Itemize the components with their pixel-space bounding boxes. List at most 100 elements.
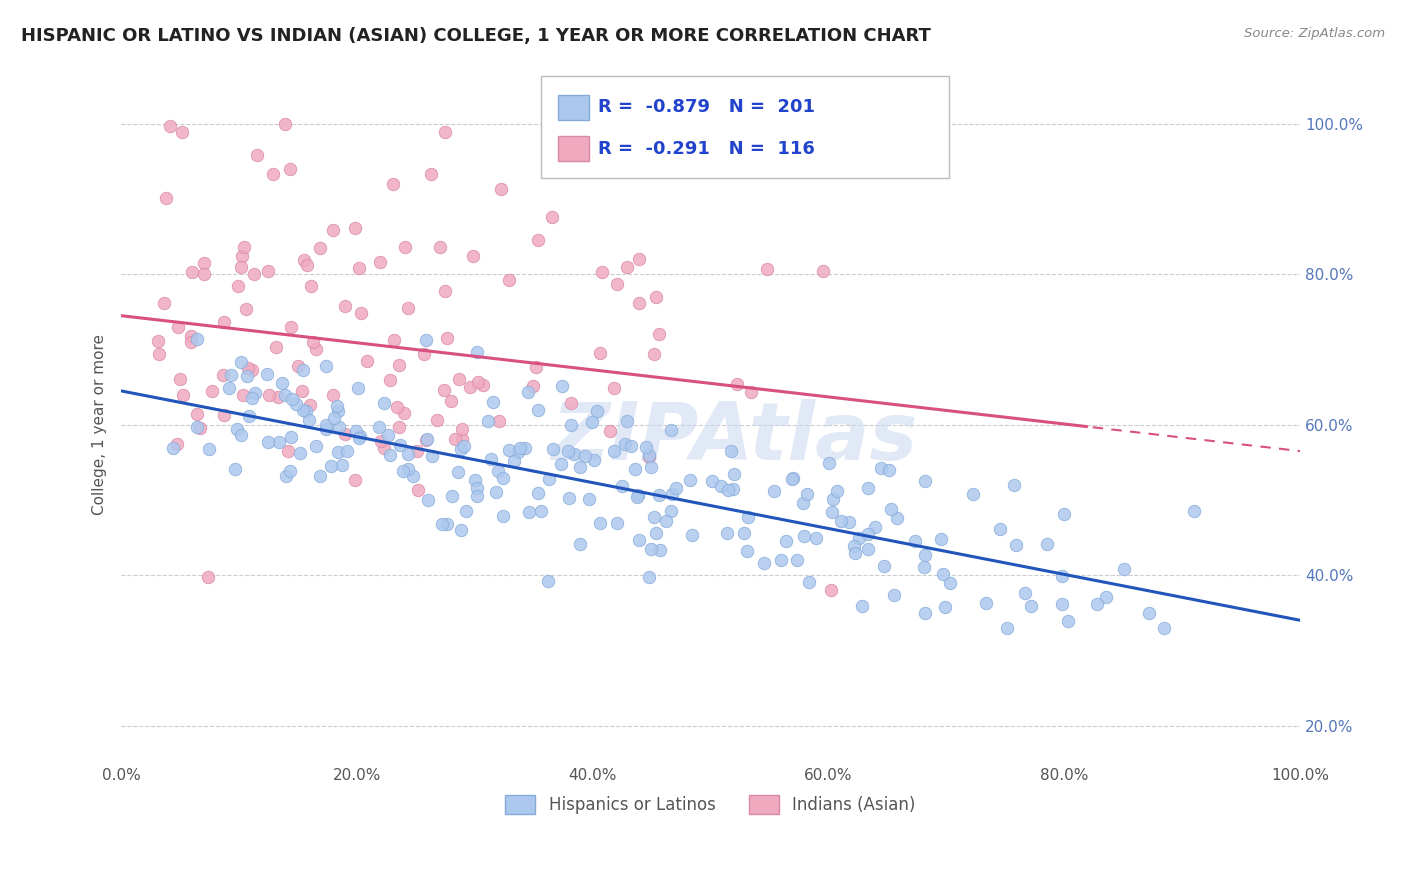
Point bbox=[752, 556, 775, 570]
Point bbox=[648, 327, 671, 342]
Point bbox=[811, 264, 834, 278]
Point bbox=[434, 125, 457, 139]
Point bbox=[256, 367, 278, 381]
Point bbox=[333, 299, 356, 313]
Point bbox=[620, 439, 643, 453]
Point bbox=[1114, 562, 1136, 576]
Point bbox=[661, 487, 683, 501]
Point bbox=[370, 434, 392, 449]
Point bbox=[406, 483, 429, 498]
Point bbox=[550, 457, 572, 471]
Point bbox=[280, 320, 302, 334]
Point bbox=[797, 575, 820, 590]
Point bbox=[433, 384, 456, 398]
Point bbox=[229, 260, 252, 274]
Point bbox=[347, 260, 370, 275]
Point bbox=[569, 460, 592, 475]
Point bbox=[350, 306, 373, 320]
Point bbox=[416, 492, 439, 507]
Point bbox=[792, 496, 814, 510]
Point bbox=[602, 381, 624, 395]
Text: Source: ZipAtlas.com: Source: ZipAtlas.com bbox=[1244, 27, 1385, 40]
Point bbox=[886, 511, 908, 525]
Point bbox=[219, 368, 242, 383]
Point bbox=[236, 368, 259, 383]
Point bbox=[302, 335, 325, 350]
Point bbox=[710, 479, 733, 493]
Point bbox=[415, 333, 437, 347]
Point bbox=[637, 570, 659, 584]
Point bbox=[640, 541, 662, 556]
Point bbox=[298, 413, 321, 427]
Point bbox=[616, 260, 638, 275]
Point bbox=[212, 368, 235, 383]
Point bbox=[467, 376, 489, 390]
Point bbox=[770, 553, 793, 567]
Point bbox=[560, 396, 582, 410]
Point bbox=[326, 399, 349, 413]
Point bbox=[281, 392, 304, 406]
Point bbox=[278, 464, 301, 478]
Point bbox=[574, 449, 596, 463]
Point bbox=[1182, 504, 1205, 518]
Point bbox=[793, 529, 815, 543]
Point bbox=[193, 268, 215, 282]
Point bbox=[586, 404, 609, 418]
Point bbox=[820, 583, 842, 598]
Point bbox=[628, 296, 651, 310]
Point bbox=[818, 456, 841, 470]
Point bbox=[214, 408, 236, 422]
Text: R =  -0.291   N =  116: R = -0.291 N = 116 bbox=[598, 140, 814, 158]
Point bbox=[665, 481, 688, 495]
Point bbox=[1005, 538, 1028, 552]
Point bbox=[285, 397, 308, 411]
Point bbox=[197, 442, 219, 456]
Point bbox=[1036, 537, 1059, 551]
Point bbox=[148, 334, 170, 349]
Point bbox=[172, 125, 194, 139]
Point bbox=[582, 453, 605, 467]
Point bbox=[305, 439, 328, 453]
Point bbox=[377, 427, 399, 442]
Point bbox=[415, 434, 437, 448]
Point bbox=[267, 435, 290, 450]
Point bbox=[344, 424, 367, 438]
Point bbox=[394, 240, 416, 254]
Point bbox=[863, 519, 886, 533]
Point bbox=[291, 362, 314, 376]
Point bbox=[229, 355, 252, 369]
Point bbox=[276, 469, 298, 483]
Point bbox=[581, 415, 603, 429]
Point bbox=[1095, 591, 1118, 605]
Point bbox=[388, 420, 411, 434]
Point bbox=[278, 162, 301, 177]
Point bbox=[508, 444, 530, 458]
Point bbox=[537, 574, 560, 589]
Point bbox=[238, 409, 260, 423]
Point bbox=[858, 481, 880, 495]
Point bbox=[416, 433, 439, 447]
Point bbox=[180, 334, 202, 349]
Point bbox=[659, 423, 682, 437]
Point bbox=[932, 567, 955, 582]
Point bbox=[650, 543, 672, 558]
Point bbox=[292, 403, 315, 417]
Point bbox=[879, 463, 901, 477]
Point bbox=[643, 347, 665, 361]
Point bbox=[659, 504, 682, 518]
Point bbox=[277, 444, 299, 458]
Point bbox=[450, 524, 472, 538]
Point bbox=[159, 120, 181, 134]
Point bbox=[349, 429, 371, 443]
Point bbox=[616, 414, 638, 428]
Point bbox=[720, 443, 742, 458]
Point bbox=[368, 255, 391, 269]
Point bbox=[233, 240, 256, 254]
Point bbox=[308, 469, 330, 483]
Point bbox=[243, 267, 266, 281]
Point bbox=[245, 385, 267, 400]
Point bbox=[479, 451, 502, 466]
Point bbox=[273, 387, 295, 401]
Point bbox=[326, 445, 349, 459]
Point bbox=[938, 576, 960, 591]
